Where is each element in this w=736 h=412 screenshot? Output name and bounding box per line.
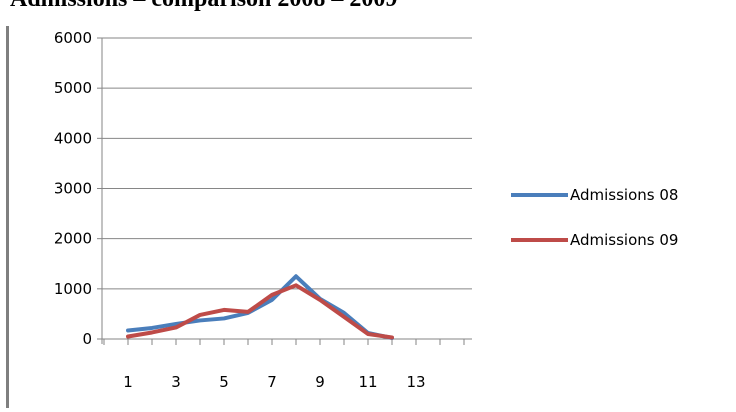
x-tick-label: 5 [219,373,229,391]
x-tick-label: 9 [315,373,325,391]
series-line-1 [126,274,394,340]
y-tick-label: 1000 [54,280,92,298]
y-tick-labels: 0 1000 2000 3000 4000 5000 6000 [54,29,92,348]
x-tick-label: 1 [123,373,133,391]
legend: Admissions 08 Admissions 09 [511,186,678,249]
y-tick-label: 4000 [54,129,92,147]
x-tick-label: 13 [406,373,425,391]
series-lines [126,274,394,340]
chart-area [6,26,732,408]
x-tick-label: 3 [171,373,181,391]
page-title: Admissions – comparison 2008 – 2009 [10,0,397,13]
y-tick-label: 2000 [54,230,92,248]
y-tick-label: 0 [82,330,92,348]
legend-label: Admissions 09 [570,231,678,249]
legend-label: Admissions 08 [570,186,678,204]
x-tick-label: 11 [358,373,377,391]
x-tick-labels: 1 3 5 7 9 11 13 [123,373,425,391]
y-tick-label: 3000 [54,180,92,198]
series-line-2 [126,283,394,340]
y-tick-label: 5000 [54,79,92,97]
axes [97,37,472,345]
y-tick-label: 6000 [54,29,92,47]
x-tick-label: 7 [267,373,277,391]
gridlines [102,37,472,290]
